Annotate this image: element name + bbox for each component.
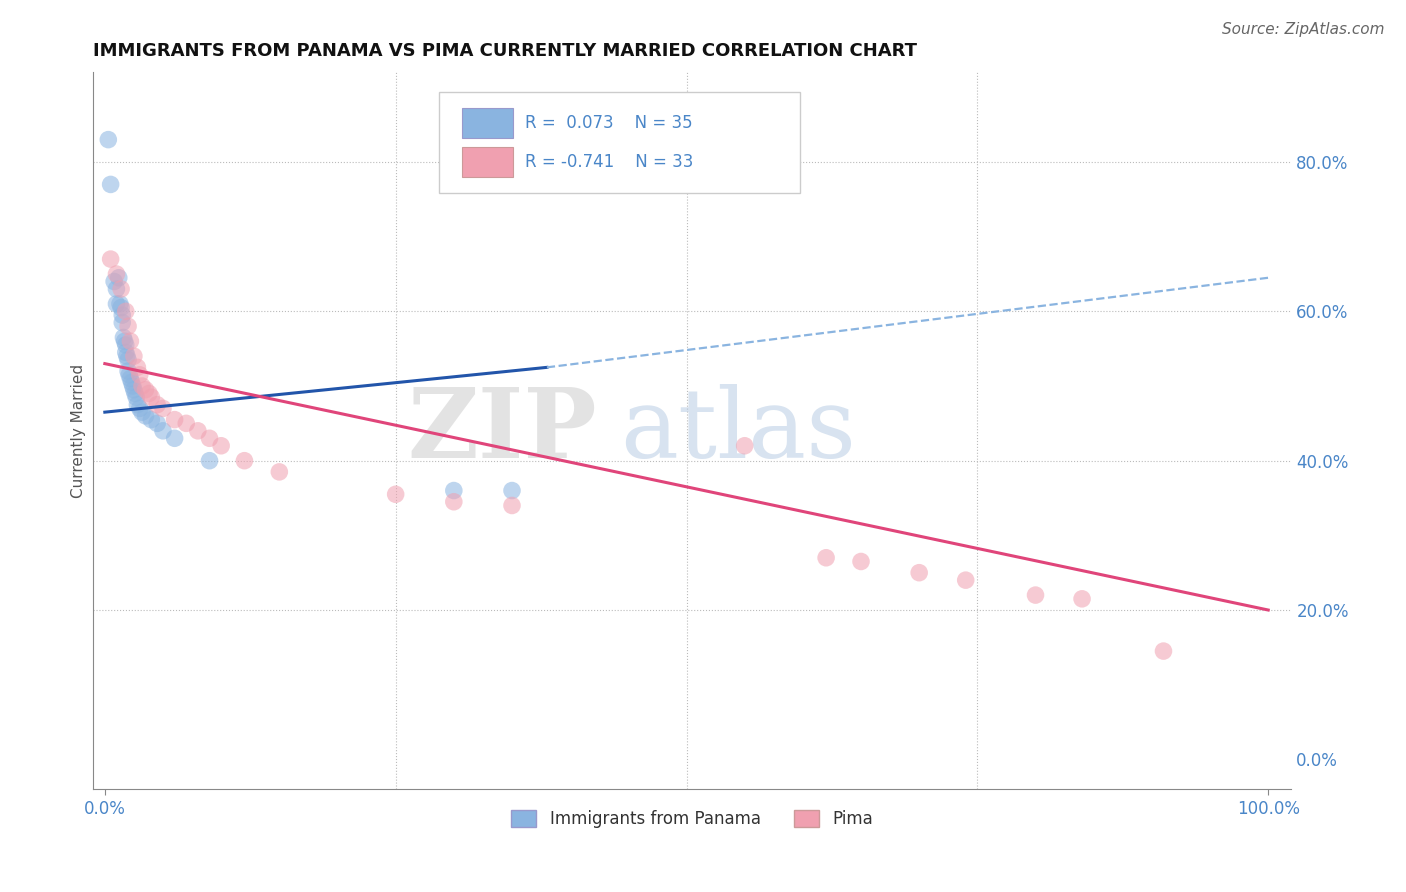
Point [107,270,129,285]
Point [124,386,146,401]
Point [127,398,149,412]
Point [114,345,136,359]
Point [174,417,197,431]
FancyBboxPatch shape [463,147,513,178]
Point [97,133,120,147]
Text: ZIP: ZIP [406,384,596,478]
Point [110,301,132,315]
Point [187,424,209,438]
Text: R =  0.073    N = 35: R = 0.073 N = 35 [524,113,692,132]
Point [146,398,169,412]
Point [233,453,256,467]
Point [105,282,128,296]
Point [1071,591,1094,606]
Point [141,412,163,426]
Point [120,371,142,385]
Point [443,483,465,498]
Point [125,390,148,404]
Point [118,368,141,382]
Y-axis label: Currently Married: Currently Married [72,364,86,498]
Point [114,334,136,349]
Point [121,379,143,393]
Point [105,267,128,281]
Text: atlas: atlas [620,384,856,478]
Point [120,334,142,349]
Point [734,439,756,453]
Point [815,550,838,565]
Point [1024,588,1046,602]
Point [209,439,232,453]
Point [115,349,138,363]
Point [114,304,136,318]
Point [384,487,406,501]
Point [131,379,153,393]
Point [146,417,169,431]
Point [198,431,221,445]
Point [100,252,122,266]
Point [111,316,134,330]
Point [127,360,149,375]
Point [501,499,523,513]
Point [103,275,125,289]
Point [152,424,174,438]
Point [163,431,186,445]
Point [141,390,163,404]
Point [105,297,128,311]
Legend: Immigrants from Panama, Pima: Immigrants from Panama, Pima [505,803,880,835]
Text: Source: ZipAtlas.com: Source: ZipAtlas.com [1222,22,1385,37]
Point [131,405,153,419]
Point [908,566,931,580]
Text: R = -0.741    N = 33: R = -0.741 N = 33 [524,153,693,171]
Point [135,409,157,423]
Point [100,178,122,192]
Point [135,383,157,397]
Point [138,386,160,401]
Point [122,349,145,363]
Point [198,453,221,467]
Point [121,376,143,390]
Point [269,465,291,479]
Point [128,401,150,416]
Point [117,352,139,367]
Point [117,364,139,378]
Point [111,308,134,322]
Point [501,483,523,498]
Point [163,412,186,426]
Point [117,319,139,334]
Point [128,368,150,382]
Point [152,401,174,416]
Point [108,297,131,311]
FancyBboxPatch shape [463,108,513,137]
Point [110,282,132,296]
Text: IMMIGRANTS FROM PANAMA VS PIMA CURRENTLY MARRIED CORRELATION CHART: IMMIGRANTS FROM PANAMA VS PIMA CURRENTLY… [93,42,917,60]
Point [955,573,977,587]
Point [443,495,465,509]
FancyBboxPatch shape [440,92,800,193]
Point [849,554,872,568]
Point [122,383,145,397]
Point [114,338,136,352]
Point [1153,644,1175,658]
Point [112,330,135,344]
